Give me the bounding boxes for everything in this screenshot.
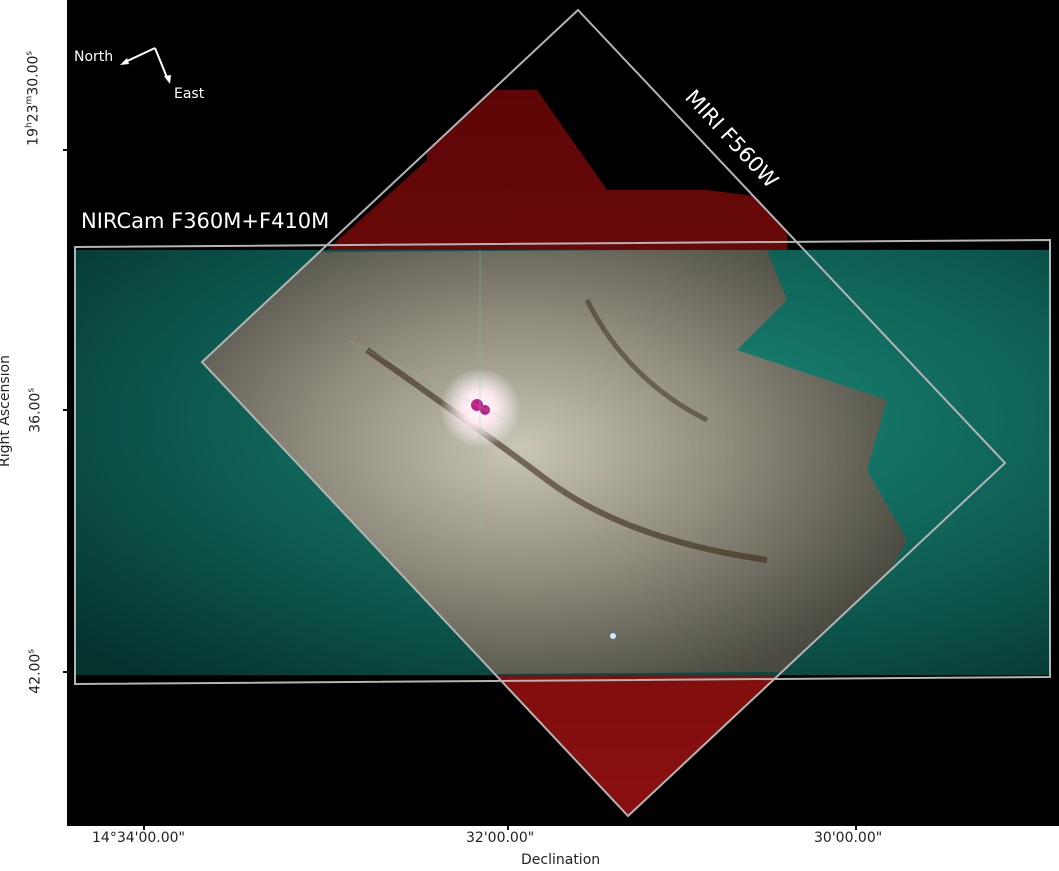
y-tick-label: 19h23m30.00s [24, 50, 42, 146]
compass-north: North [74, 49, 113, 65]
miri-footprint [200, 8, 1007, 818]
compass-east: East [174, 86, 205, 102]
x-tick [855, 826, 857, 830]
x-tick-label: 32'00.00" [466, 830, 535, 846]
nircam-label: NIRCam F360M+F410M [81, 209, 329, 233]
miri-label: MIRI F560W [680, 85, 783, 193]
y-tick [63, 149, 67, 151]
compass-icon [120, 47, 171, 84]
y-tick [63, 671, 67, 673]
x-axis-title: Declination [521, 852, 601, 868]
x-tick-label: 30'00.00" [814, 830, 883, 846]
y-tick-label: 42.00s [26, 648, 44, 694]
x-tick [507, 826, 509, 830]
sky-image: NIRCam F360M+F410M MIRI F560W North East [67, 0, 1059, 826]
x-tick-label: 14°34'00.00" [92, 830, 185, 846]
sky-image-svg: NIRCam F360M+F410M MIRI F560W North East [74, 8, 1051, 818]
nircam-footprint [74, 238, 1051, 686]
y-axis-title: Right Ascension [0, 355, 13, 467]
y-tick [63, 409, 67, 411]
x-tick [143, 826, 145, 830]
y-tick-label: 36.00s [26, 387, 44, 433]
